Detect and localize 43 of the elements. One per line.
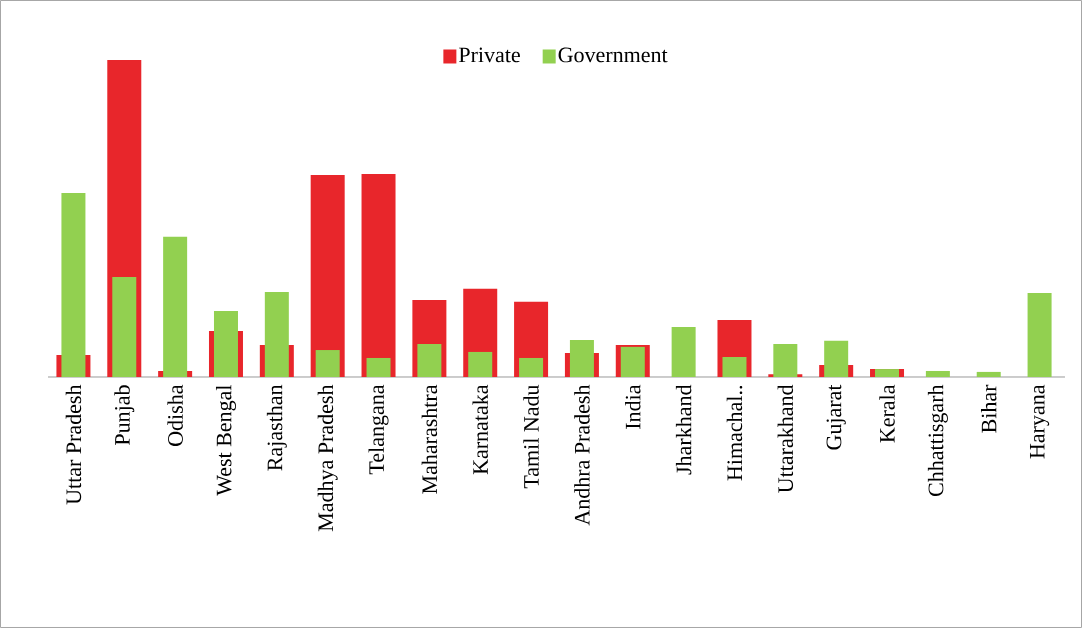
bar (213, 311, 238, 377)
x-tick-label: Telangana (368, 384, 389, 475)
bar (976, 371, 1001, 377)
x-tick-label: Karnataka (472, 384, 488, 475)
x-tick-label: Madhya Pradesh (317, 384, 338, 532)
bar (417, 344, 442, 377)
bar (925, 370, 950, 377)
legend-label: Government (558, 47, 668, 63)
bar (773, 344, 798, 377)
x-tick-label: Maharashtra (421, 384, 438, 494)
bar (361, 174, 396, 377)
x-tick-label: Chhattisgarh (927, 384, 948, 497)
bar (468, 351, 493, 377)
bar (1027, 292, 1052, 377)
x-tick-label: Tamil Nadu (523, 384, 539, 489)
bar (824, 340, 849, 377)
x-tick-label: Gujarat (826, 384, 846, 450)
x-tick-label: Punjab (114, 385, 135, 446)
bar (112, 277, 137, 377)
bar (722, 357, 747, 377)
x-tick-label: Rajasthan (266, 384, 287, 471)
x-tick-label: Himachal.. (726, 385, 743, 481)
x-tick-label: Kerala (879, 384, 895, 443)
bar (264, 292, 289, 377)
bar (61, 193, 86, 377)
bar (671, 326, 696, 377)
x-tick-label: Bihar (980, 384, 997, 433)
bar (315, 350, 340, 377)
bar (310, 175, 345, 377)
x-tick-label: Odisha (167, 384, 183, 446)
x-tick-label: Uttarakhand (777, 384, 794, 493)
bar (519, 357, 544, 377)
x-tick-label: India (625, 384, 641, 429)
x-tick-label: Uttar Pradesh (65, 384, 82, 505)
x-tick-label: Haryana (1029, 384, 1050, 459)
bar (366, 357, 391, 377)
bar (569, 339, 594, 377)
bar (875, 369, 900, 377)
x-tick-label: West Bengal (215, 384, 236, 496)
bar (163, 236, 188, 377)
x-tick-label: Andhra Pradesh (574, 384, 590, 526)
x-tick-label: Jharkhand (675, 384, 692, 475)
legend-label: Private (458, 47, 520, 63)
